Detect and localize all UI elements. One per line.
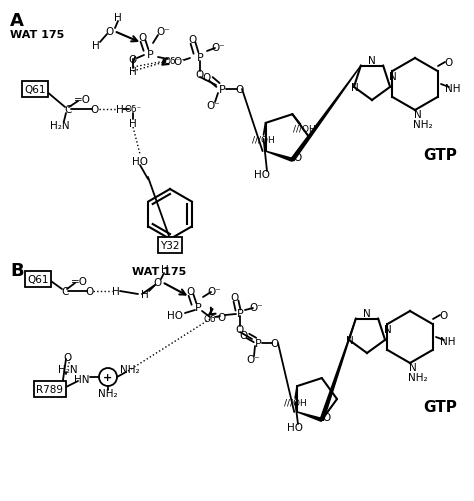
Text: R789: R789	[36, 384, 64, 394]
Text: =O: =O	[73, 95, 91, 105]
Text: O: O	[240, 330, 248, 340]
Text: N: N	[346, 335, 354, 345]
Text: +: +	[103, 372, 113, 382]
Text: O: O	[293, 152, 301, 162]
Text: NH₂: NH₂	[413, 120, 433, 130]
Text: Oδ⁻: Oδ⁻	[164, 58, 181, 66]
Text: N: N	[384, 324, 392, 334]
Text: N: N	[368, 56, 376, 66]
Text: P: P	[146, 50, 154, 60]
Text: O: O	[236, 85, 244, 95]
Text: P: P	[197, 53, 203, 63]
Text: HO: HO	[287, 422, 303, 432]
Text: ///OH: ///OH	[252, 135, 275, 144]
Text: O: O	[91, 105, 99, 115]
Polygon shape	[297, 412, 322, 421]
Text: O⁻: O⁻	[246, 354, 260, 364]
Text: HN: HN	[74, 374, 90, 384]
Text: O: O	[218, 313, 226, 322]
Text: O: O	[154, 278, 162, 288]
Text: O: O	[323, 412, 331, 422]
Text: O: O	[440, 311, 448, 320]
Text: H: H	[116, 105, 124, 115]
Text: P: P	[219, 85, 225, 95]
Text: O: O	[271, 338, 279, 348]
Text: HO: HO	[132, 157, 148, 167]
Text: H: H	[161, 265, 169, 275]
Text: NH: NH	[445, 84, 461, 94]
Text: =O: =O	[71, 277, 88, 287]
Text: P: P	[195, 303, 201, 313]
Text: N: N	[351, 83, 359, 93]
Text: H₂N: H₂N	[58, 364, 78, 374]
Text: HO: HO	[167, 311, 183, 320]
Text: Oδ⁻: Oδ⁻	[124, 105, 142, 114]
Text: H: H	[114, 13, 122, 23]
Text: O: O	[64, 352, 72, 362]
Text: Oδ⁻: Oδ⁻	[203, 315, 220, 324]
Text: N: N	[389, 72, 397, 82]
Text: GTP: GTP	[423, 400, 457, 415]
Polygon shape	[320, 319, 356, 421]
Text: H: H	[141, 290, 149, 300]
Text: N: N	[409, 362, 417, 372]
Text: H: H	[129, 67, 137, 77]
Text: WAT 175: WAT 175	[132, 267, 186, 277]
Text: O⁻: O⁻	[156, 27, 170, 37]
Text: NH₂: NH₂	[120, 364, 140, 374]
Polygon shape	[291, 67, 361, 161]
Text: O⁻: O⁻	[173, 57, 187, 67]
Text: O: O	[139, 33, 147, 43]
Text: H: H	[112, 287, 120, 297]
Text: P: P	[255, 338, 261, 348]
Text: O⁻: O⁻	[206, 101, 220, 111]
Text: N: N	[414, 110, 422, 120]
Text: O⁻: O⁻	[207, 287, 221, 297]
Text: NH₂: NH₂	[408, 372, 428, 382]
Text: O: O	[129, 55, 137, 65]
Text: NH: NH	[440, 336, 456, 346]
Text: O⁻: O⁻	[249, 303, 263, 313]
Text: A: A	[10, 12, 24, 30]
Text: O: O	[231, 293, 239, 303]
Text: O: O	[445, 58, 453, 68]
Text: C: C	[61, 287, 69, 297]
Text: ///OH: ///OH	[284, 398, 307, 407]
Text: WAT 175: WAT 175	[10, 30, 64, 40]
Text: HO: HO	[254, 170, 270, 180]
Text: O: O	[196, 70, 204, 80]
Text: O: O	[203, 73, 211, 83]
Text: H₂N: H₂N	[50, 121, 70, 131]
Text: H: H	[92, 41, 100, 51]
Text: C: C	[64, 105, 72, 115]
Text: GTP: GTP	[423, 147, 457, 162]
Text: N: N	[363, 309, 371, 318]
Text: O: O	[189, 35, 197, 45]
Text: ///OH: ///OH	[293, 124, 316, 133]
Text: O: O	[236, 324, 244, 334]
Text: O: O	[106, 27, 114, 37]
Text: H: H	[129, 119, 137, 129]
Text: Y32: Y32	[160, 240, 180, 250]
Text: Q61: Q61	[27, 275, 49, 285]
Text: P: P	[237, 309, 243, 318]
Text: O: O	[187, 287, 195, 297]
Text: B: B	[10, 262, 24, 280]
Polygon shape	[265, 152, 293, 162]
Text: O⁻: O⁻	[211, 43, 225, 53]
Text: O: O	[86, 287, 94, 297]
Text: NH₂: NH₂	[98, 388, 118, 398]
Text: Q61: Q61	[24, 85, 46, 95]
